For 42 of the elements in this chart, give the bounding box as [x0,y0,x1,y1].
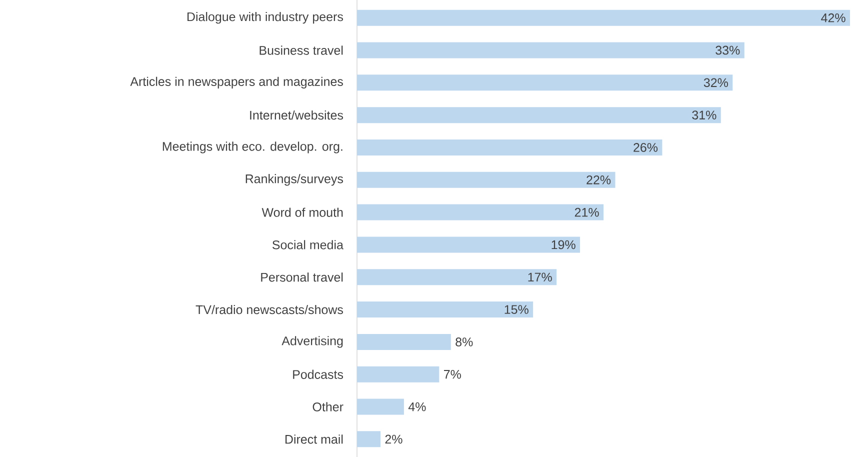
bar [357,366,440,382]
data-label: 26% [634,143,658,152]
y-tick-label: Articles in newspapers and magazines [130,76,343,88]
data-label: 7% [444,370,461,379]
bar [357,302,534,318]
data-label: 4% [408,402,426,412]
bar [357,334,451,350]
bar [357,42,744,58]
y-tick-label: Personal travel [261,272,343,282]
y-tick-label: Meetings with eco. develop. org. [162,142,342,154]
data-label: 22% [586,175,611,184]
bar [357,107,721,124]
bar [357,236,580,253]
data-label: 2% [385,434,402,444]
data-label: 42% [821,13,846,22]
data-label: 19% [552,240,576,250]
data-label: 32% [704,78,728,88]
data-label: 17% [528,272,552,282]
data-label: 31% [692,110,716,120]
bar [357,139,662,156]
y-tick-label: Rankings/surveys [246,174,344,186]
y-tick-label: Word of mouth [262,208,343,217]
y-tick-label: TV/radio newscasts/shows [196,304,344,314]
data-label: 15% [504,305,528,314]
y-tick-label: Internet/websites [250,110,344,120]
y-tick-label: Business travel [260,46,343,55]
bar [357,269,557,286]
bar [357,204,604,220]
y-tick-label: Dialogue with industry peers [187,12,343,24]
y-tick-label: Advertising [282,336,343,348]
y-tick-label: Social media [272,240,344,250]
bar [357,172,616,188]
y-tick-label: Podcasts [293,370,344,379]
y-tick-label: Other [312,402,344,412]
bar [357,10,850,26]
data-label: 8% [456,338,473,346]
bar [357,74,733,91]
bar [357,398,404,415]
bar [357,431,380,448]
data-label: 21% [574,208,599,217]
y-tick-label: Direct mail [285,434,343,444]
data-label: 33% [716,46,740,55]
